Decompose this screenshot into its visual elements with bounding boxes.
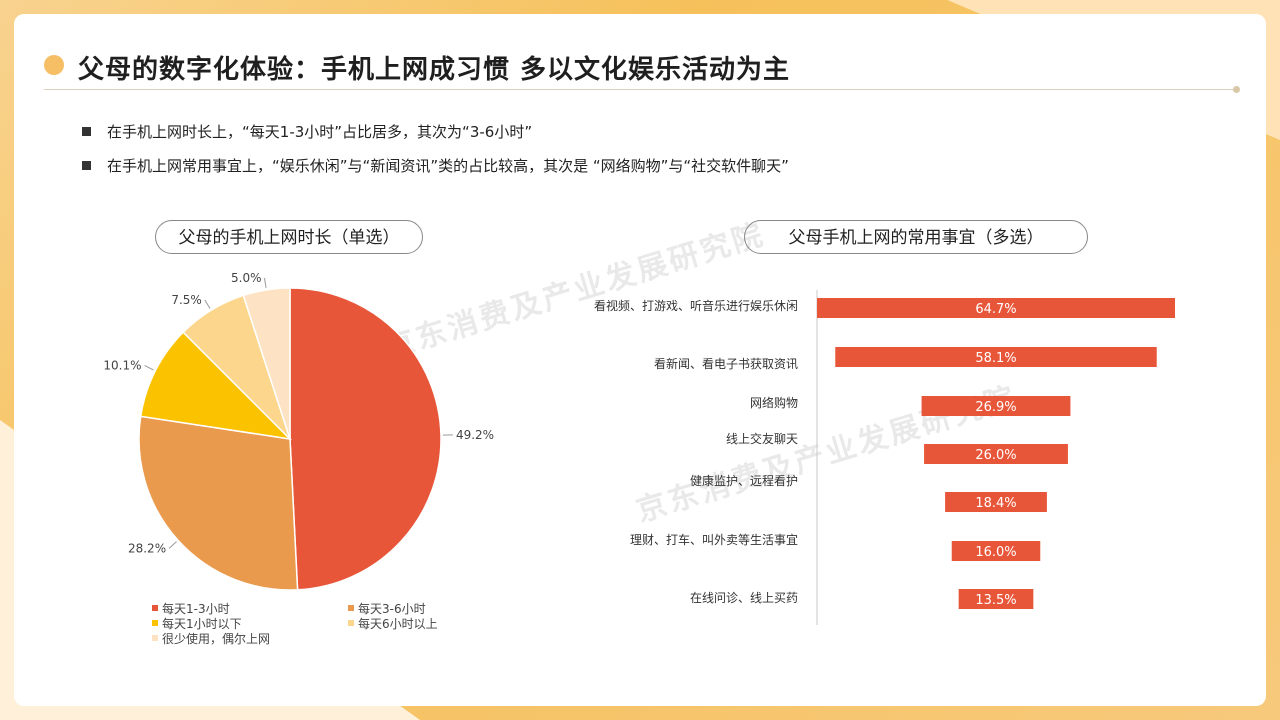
bullet-text-2: 在手机上网常用事宜上，“娱乐休闲”与“新闻资讯”类的占比较高，其次是 “网络购物… <box>107 157 789 175</box>
pie-slice <box>139 331 293 441</box>
pie-slice <box>242 287 291 440</box>
bar <box>951 541 1041 561</box>
title-dot-icon <box>44 55 64 75</box>
bar <box>835 347 1157 367</box>
bar-category-label: 网络购物 <box>750 395 798 410</box>
bullet-item-1: 在手机上网时长上，“每天1-3小时”占比居多，其次为“3-6小时” <box>82 121 1182 142</box>
legend-label: 每天6小时以上 <box>358 616 438 631</box>
pie-slice <box>138 415 299 591</box>
bar-category-label: 看视频、打游戏、听音乐进行娱乐休闲 <box>594 298 798 313</box>
pie-data-label: 49.2% <box>456 428 494 442</box>
legend-swatch <box>348 620 354 626</box>
pie-slice <box>289 287 442 591</box>
bar <box>817 298 1175 318</box>
bar-data-label: 16.0% <box>975 545 1016 560</box>
pie-label-leader <box>264 277 267 288</box>
bar-data-label: 26.9% <box>975 400 1016 415</box>
pie-data-label: 7.5% <box>171 293 202 307</box>
bullet-square-icon <box>82 127 91 136</box>
bar-data-label: 13.5% <box>975 593 1016 608</box>
legend-swatch <box>152 620 158 626</box>
bar <box>921 396 1071 416</box>
pie-chart-title: 父母的手机上网时长（单选） <box>155 220 423 254</box>
legend-label: 每天1小时以下 <box>162 616 242 631</box>
pie-data-label: 10.1% <box>103 358 141 372</box>
pie-data-label: 5.0% <box>231 271 262 285</box>
bullet-square-icon <box>82 161 91 170</box>
pie-data-label: 28.2% <box>128 541 166 555</box>
bar <box>924 444 1068 464</box>
bar-category-label: 理财、打车、叫外卖等生活事宜 <box>630 532 798 547</box>
divider-end-dot-icon <box>1233 86 1240 93</box>
bar-category-label: 看新闻、看电子书获取资讯 <box>654 356 798 371</box>
bar-category-label: 健康监护、远程看护 <box>690 473 798 488</box>
pie-label-leader <box>144 365 154 371</box>
legend-swatch <box>152 605 158 611</box>
bar-category-label: 在线问诊、线上买药 <box>690 591 798 605</box>
pie-label-leader <box>168 541 177 549</box>
legend-label: 每天1-3小时 <box>162 601 230 616</box>
legend-swatch <box>152 635 158 641</box>
legend-swatch <box>348 605 354 611</box>
bar-category-label: 线上交友聊天 <box>726 431 798 446</box>
bar <box>958 589 1034 609</box>
legend-label: 很少使用，偶尔上网 <box>162 631 270 646</box>
bullet-text-1: 在手机上网时长上，“每天1-3小时”占比居多，其次为“3-6小时” <box>107 123 533 141</box>
bar-data-label: 64.7% <box>975 302 1016 317</box>
bar <box>945 492 1047 512</box>
legend-label: 每天3-6小时 <box>358 601 426 616</box>
bar-data-label: 18.4% <box>975 496 1016 511</box>
bar-data-label: 26.0% <box>975 448 1016 463</box>
page-title: 父母的数字化体验：手机上网成习惯 多以文化娱乐活动为主 <box>78 55 791 85</box>
bar-chart-title: 父母手机上网的常用事宜（多选） <box>744 220 1088 254</box>
pie-label-leader <box>204 299 211 309</box>
bar-data-label: 58.1% <box>975 351 1016 366</box>
bullet-item-2: 在手机上网常用事宜上，“娱乐休闲”与“新闻资讯”类的占比较高，其次是 “网络购物… <box>82 155 1182 176</box>
title-divider <box>44 89 1236 90</box>
